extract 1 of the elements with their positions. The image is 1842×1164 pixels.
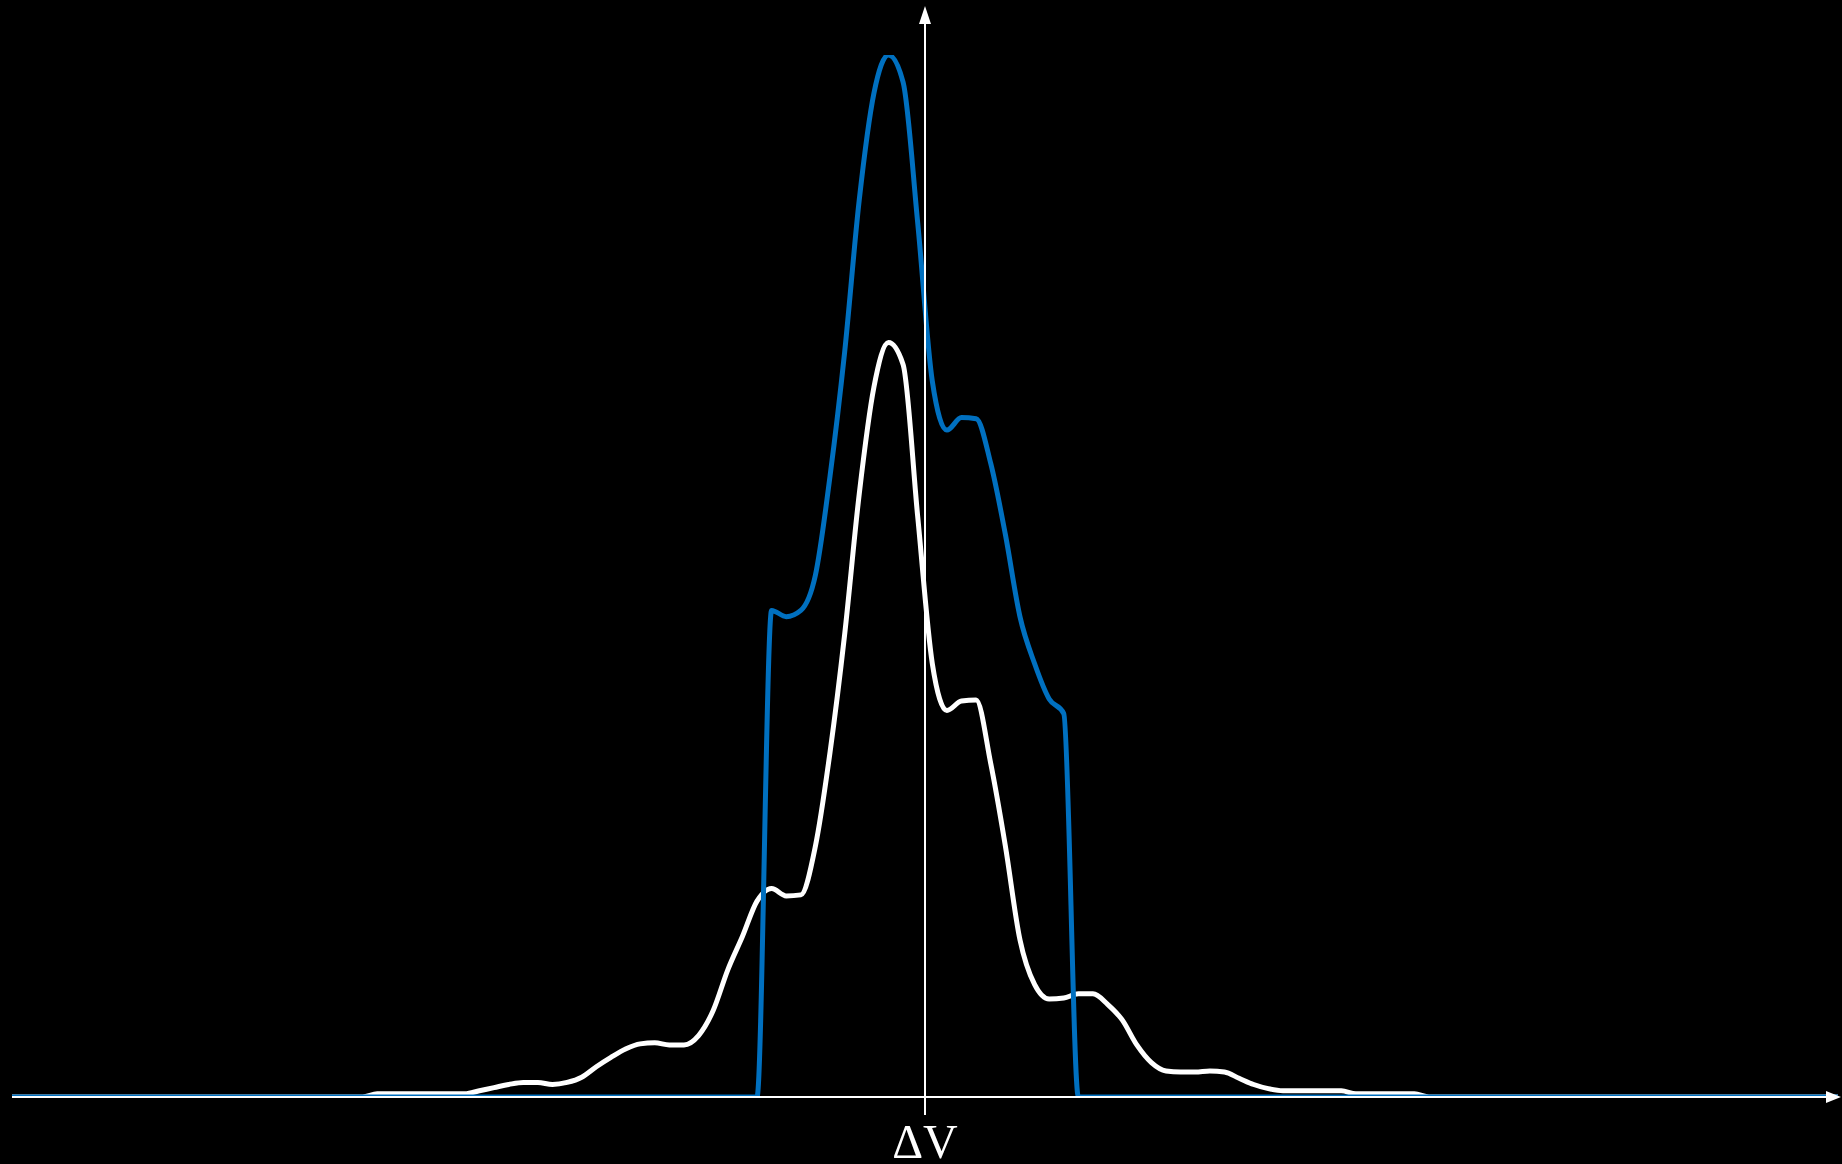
x-axis-title: ΔV — [892, 1115, 959, 1164]
